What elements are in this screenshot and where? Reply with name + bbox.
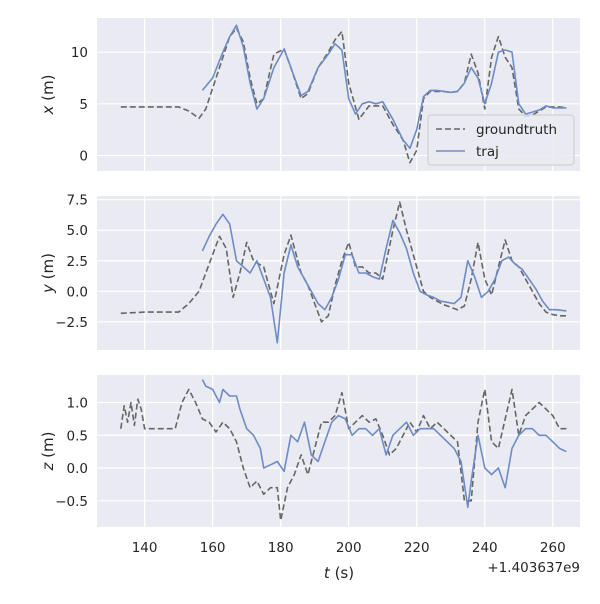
- y-tick-label: 5: [79, 97, 88, 113]
- y-tick-label: 1.0: [67, 396, 88, 412]
- y-tick-label: 0: [79, 148, 88, 164]
- series-line-traj: [201, 24, 567, 150]
- x-tick-label: 200: [336, 540, 362, 556]
- y-tick-label: 0.5: [67, 428, 88, 444]
- y-tick-label: 0.0: [67, 461, 88, 477]
- x-tick-label: 140: [132, 540, 158, 556]
- legend-box: [427, 114, 575, 166]
- series-line-traj: [201, 379, 567, 509]
- y-tick-label: 2.5: [67, 254, 88, 270]
- series-line-traj: [201, 213, 567, 344]
- panel-z: −0.5 0.0 0.5 1.0 z (m): [39, 375, 580, 527]
- plot-background: [97, 375, 580, 527]
- y-tick-label: −0.5: [55, 494, 88, 510]
- x-tick-label: 160: [200, 540, 226, 556]
- x-tick-label: 260: [540, 540, 566, 556]
- y-tick-label: 5.0: [67, 223, 88, 239]
- x-tick-label: 240: [472, 540, 498, 556]
- x-tick-label: 180: [268, 540, 294, 556]
- legend-label-traj: traj: [476, 144, 499, 160]
- chart-panels: 0 5 10 x (m) groundtruth traj −2.5 0.0 2.5 5.0 7.5…: [39, 18, 580, 556]
- y-axis-label: y (m): [39, 253, 57, 294]
- legend: groundtruth traj: [427, 114, 575, 166]
- panel-x: 0 5 10 x (m) groundtruth traj: [39, 18, 580, 171]
- x-axis-offset-label: +1.403637e9: [487, 560, 580, 576]
- y-tick-label: 0.0: [67, 284, 88, 300]
- x-axis-label: t (s): [324, 564, 354, 582]
- y-axis-label: x (m): [39, 75, 57, 116]
- y-tick-label: 7.5: [67, 193, 88, 209]
- y-tick-label: −2.5: [55, 315, 88, 331]
- panel-y: −2.5 0.0 2.5 5.0 7.5 y (m): [39, 193, 580, 350]
- legend-label-groundtruth: groundtruth: [476, 122, 557, 138]
- x-tick-label: 220: [404, 540, 430, 556]
- series-line-groundtruth: [120, 27, 567, 164]
- y-axis-label: z (m): [39, 432, 57, 472]
- series-line-groundtruth: [120, 201, 567, 323]
- y-tick-label: 10: [71, 45, 88, 61]
